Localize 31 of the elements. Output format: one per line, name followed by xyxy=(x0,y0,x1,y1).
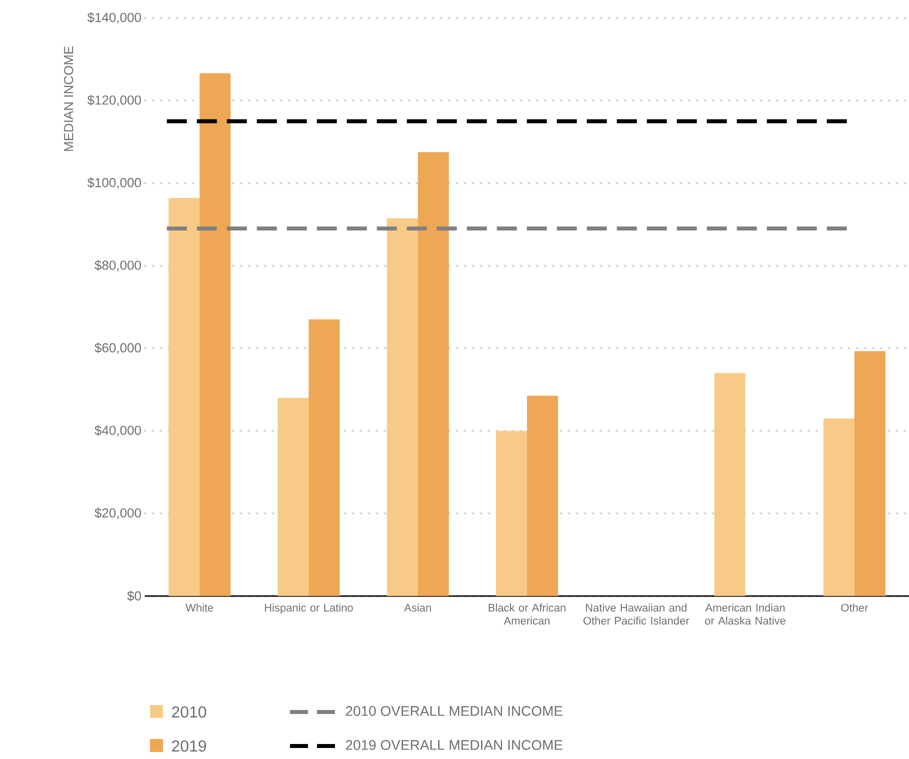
x-tick-label: Other xyxy=(841,604,868,612)
bar xyxy=(496,430,527,596)
bar xyxy=(823,418,854,596)
x-tick-label: Asian xyxy=(404,604,431,612)
y-tick-label: $120,000 xyxy=(87,94,141,106)
bar xyxy=(200,73,231,596)
bar xyxy=(714,373,746,596)
legend-label: 2010 xyxy=(172,706,206,718)
bar xyxy=(854,351,886,596)
y-tick-label: $0 xyxy=(127,590,141,602)
legend-label: 2019 OVERALL MEDIAN INCOME xyxy=(346,740,562,750)
y-axis-title: MEDIAN INCOME xyxy=(64,46,74,151)
x-tick-label: Black or African American xyxy=(488,604,566,625)
bar xyxy=(308,319,340,596)
y-tick-label: $40,000 xyxy=(94,425,141,436)
x-tick-label: Native Hawaiian and Other Pacific Islander xyxy=(583,604,690,625)
bar xyxy=(386,218,418,596)
x-tick-label: American Indian or Alaska Native xyxy=(705,604,786,625)
y-tick-label: $20,000 xyxy=(94,508,141,520)
y-tick-label: $100,000 xyxy=(87,177,141,189)
bar xyxy=(278,398,309,596)
y-tick-label: $60,000 xyxy=(94,342,141,354)
y-tick-label: $80,000 xyxy=(94,260,141,272)
y-tick-label: $140,000 xyxy=(87,12,141,24)
x-tick-label: White xyxy=(186,604,214,612)
x-tick-label: Hispanic or Latino xyxy=(264,604,353,614)
legend-label: 2019 xyxy=(172,740,206,752)
bar xyxy=(168,198,200,596)
bar xyxy=(418,152,449,596)
bar xyxy=(527,396,558,596)
legend-label: 2010 OVERALL MEDIAN INCOME xyxy=(346,706,562,716)
